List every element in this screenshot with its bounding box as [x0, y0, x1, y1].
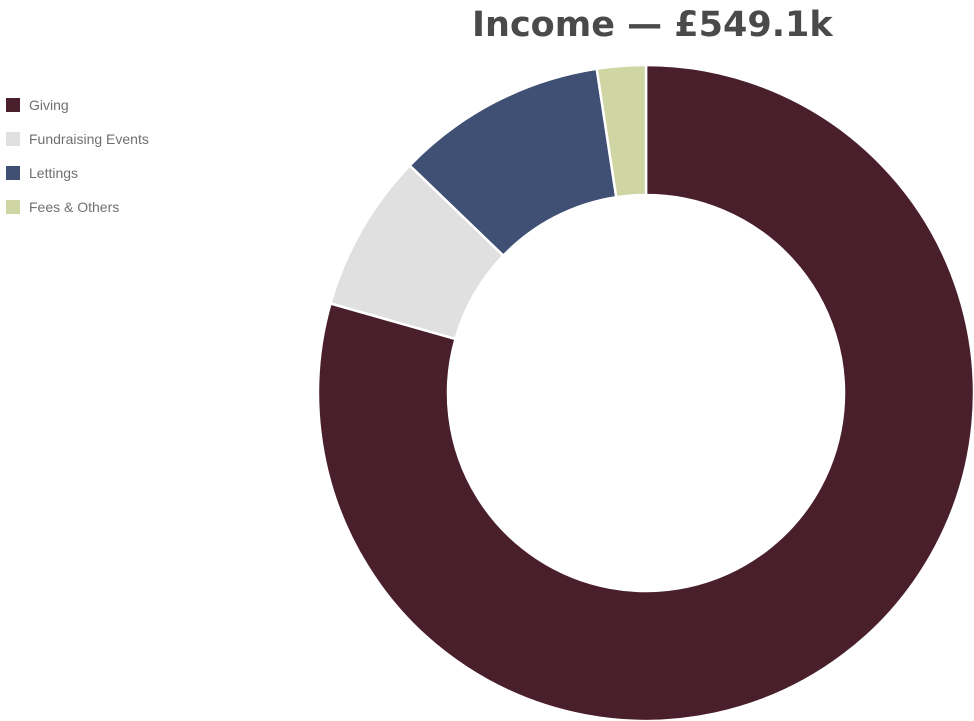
donut-chart	[0, 0, 974, 721]
chart-page: Income — £549.1k Giving Fundraising Even…	[0, 0, 974, 721]
